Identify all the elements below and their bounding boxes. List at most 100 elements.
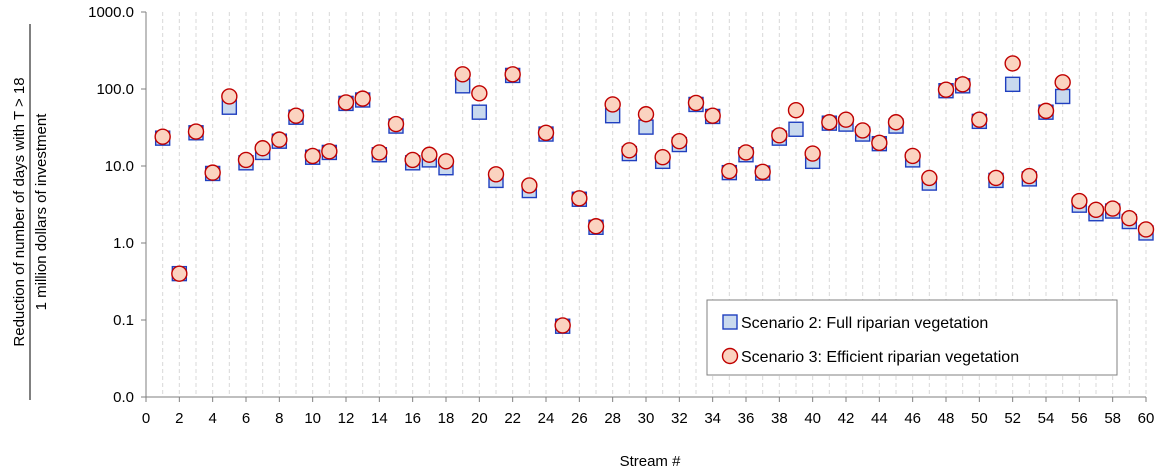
y-tick-label: 0.1: [113, 312, 134, 329]
scenario-3-point: [271, 131, 288, 148]
scenario-3-point: [971, 111, 988, 128]
scenario-3-point: [1037, 102, 1055, 120]
legend-label-scenario-2: Scenario 2: Full riparian vegetation: [741, 315, 988, 332]
scenario-3-point: [554, 317, 571, 334]
scenario-3-point: [421, 146, 438, 163]
x-tick-label: 22: [504, 410, 521, 427]
scenario-2-point: [471, 104, 488, 120]
x-tick-label: 16: [404, 410, 421, 427]
x-tick-label: 12: [338, 410, 355, 427]
x-tick-label: 48: [938, 410, 955, 427]
x-axis-title: Stream #: [620, 453, 682, 470]
scenario-3-point: [254, 140, 271, 157]
y-axis-title-line2: 1 million dollars of investment: [33, 113, 50, 311]
legend: Scenario 2: Full riparian vegetation Sce…: [706, 299, 1118, 376]
scenario-3-point: [354, 90, 371, 107]
scenario-2-point: [1004, 76, 1021, 93]
y-tick-label: 1.0: [113, 235, 134, 252]
scenario-3-point: [154, 128, 171, 145]
x-tick-label: 60: [1138, 410, 1155, 427]
y-tick-label: 100.0: [96, 81, 134, 98]
scenario-3-point: [171, 265, 188, 282]
scenario-3-point: [587, 218, 605, 235]
y-tick-label: 10.0: [105, 158, 134, 175]
scenario-3-point: [937, 81, 955, 98]
scenario-3-point: [1054, 74, 1071, 91]
scenario-3-point: [404, 151, 421, 169]
scenario-3-point: [1071, 192, 1088, 210]
scenario-3-point: [821, 114, 838, 131]
scenario-3-point: [621, 142, 638, 159]
scenario-3-point: [704, 107, 721, 124]
scenario-3-point: [487, 166, 505, 183]
x-tick-label: 6: [242, 410, 250, 427]
x-tick-label: 40: [804, 410, 821, 427]
scenario-3-point: [304, 147, 321, 165]
scenario-3-point: [604, 96, 621, 113]
scenario-3-point: [204, 164, 221, 181]
x-tick-label: 28: [604, 410, 621, 427]
y-tick-label: 1000.0: [88, 4, 134, 21]
scenario-3-point: [804, 145, 821, 162]
legend-label-scenario-3: Scenario 3: Efficient riparian vegetatio…: [741, 349, 1019, 366]
x-tick-label: 8: [275, 410, 283, 427]
scenario-3-point: [521, 177, 538, 194]
scenario-3-point: [1104, 200, 1121, 217]
scenario-3-point: [854, 122, 871, 139]
y-axis-title: Reduction of number of days with T > 18 …: [11, 24, 50, 400]
x-tick-label: 38: [771, 410, 788, 427]
scenario-3-point: [337, 94, 355, 111]
x-tick-label: 26: [571, 410, 588, 427]
scenario-3-point: [721, 162, 738, 180]
x-tick-label: 2: [175, 410, 183, 427]
x-tick-label: 24: [538, 410, 555, 427]
x-tick-label: 4: [208, 410, 216, 427]
x-tick-label: 54: [1038, 410, 1055, 427]
x-tick-label: 36: [738, 410, 755, 427]
scenario-3-point: [371, 144, 388, 161]
y-axis-title-line1: Reduction of number of days with T > 18: [11, 77, 28, 346]
x-tick-label: 10: [304, 410, 321, 427]
scenario-3-point: [787, 102, 805, 119]
x-tick-label: 42: [838, 410, 855, 427]
scenario-3-point: [1121, 209, 1138, 227]
legend-marker-circle: [721, 347, 739, 365]
scenario-3-point: [754, 163, 771, 181]
scenario-3-point: [1087, 201, 1105, 218]
scenario-3-point: [454, 66, 471, 83]
scenario-3-point: [837, 111, 855, 128]
scenario-3-point: [1004, 55, 1021, 72]
scenario-3-point: [1137, 221, 1155, 238]
scenario-3-point: [504, 66, 521, 83]
legend-box: [706, 299, 1118, 376]
scenario-3-point: [954, 76, 971, 93]
scenario-3-point: [571, 190, 588, 207]
x-tick-label: 18: [438, 410, 455, 427]
scenario-3-point: [387, 115, 405, 133]
scenario-3-point: [471, 85, 488, 102]
x-tick-label: 50: [971, 410, 988, 427]
scenario-3-point: [921, 169, 938, 187]
data-points: [154, 55, 1155, 334]
scenario-3-point: [437, 153, 455, 170]
x-tick-label: 52: [1004, 410, 1021, 427]
axes: [141, 11, 1147, 402]
scenario-3-point: [321, 143, 338, 160]
x-tick-label: 30: [638, 410, 655, 427]
scenario-3-point: [287, 107, 305, 124]
legend-marker-square: [722, 314, 738, 330]
scenario-3-point: [987, 169, 1005, 187]
x-tick-label: 58: [1104, 410, 1121, 427]
scenario-3-point: [654, 149, 671, 166]
scenario-3-point: [771, 127, 788, 144]
scenario-3-point: [537, 124, 555, 141]
scenario-3-point: [237, 151, 255, 169]
scenario-3-point: [1021, 167, 1038, 185]
y-tick-label: 0.0: [113, 389, 134, 406]
x-tick-label: 20: [471, 410, 488, 427]
x-tick-label: 34: [704, 410, 721, 427]
scenario-3-point: [221, 88, 238, 105]
scenario-3-point: [671, 132, 688, 150]
x-tick-label: 14: [371, 410, 388, 427]
